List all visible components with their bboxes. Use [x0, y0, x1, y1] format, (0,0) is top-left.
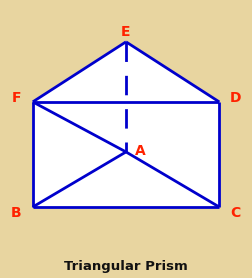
Polygon shape [33, 42, 219, 102]
Polygon shape [33, 102, 219, 207]
Text: D: D [230, 91, 241, 105]
Text: B: B [11, 206, 22, 220]
Text: C: C [231, 206, 241, 220]
Text: A: A [135, 144, 145, 158]
Text: Triangular Prism: Triangular Prism [64, 260, 188, 273]
Text: E: E [121, 25, 131, 39]
Text: F: F [12, 91, 21, 105]
